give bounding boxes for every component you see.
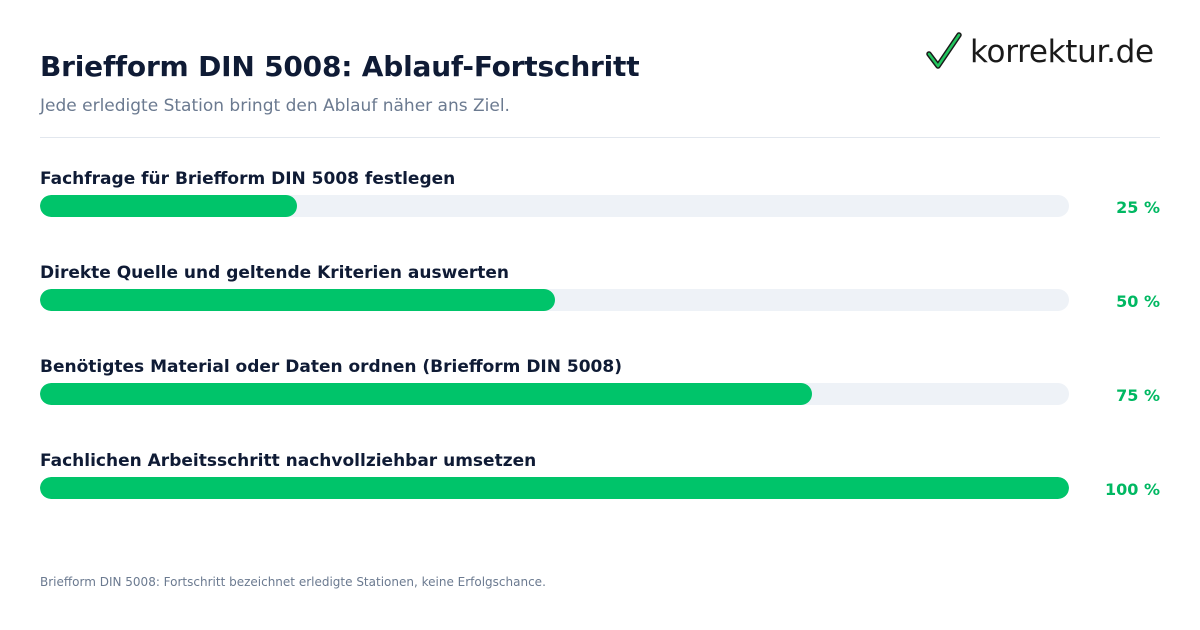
page-title: Briefform DIN 5008: Ablauf-Fortschritt [40,50,640,83]
progress-bar [40,383,812,405]
progress-label: Benötigtes Material oder Daten ordnen (B… [40,357,622,377]
progress-label: Direkte Quelle und geltende Kriterien au… [40,263,509,283]
progress-value-label: 75 % [1116,386,1160,405]
progress-row: Fachfrage für Briefform DIN 5008 festleg… [40,169,1160,229]
progress-track [40,195,1069,217]
progress-track [40,289,1069,311]
header-divider [40,137,1160,138]
progress-bar [40,289,555,311]
progress-track [40,383,1069,405]
progress-bar [40,477,1069,499]
page-subtitle: Jede erledigte Station bringt den Ablauf… [40,96,510,116]
progress-value-label: 50 % [1116,292,1160,311]
checkmark-icon [926,32,962,69]
progress-value-label: 25 % [1116,198,1160,217]
brand-logo[interactable]: korrektur.de [926,30,1154,74]
progress-bar [40,195,298,217]
brand-logo-text: korrektur.de [970,34,1154,70]
progress-row: Benötigtes Material oder Daten ordnen (B… [40,357,1160,417]
progress-label: Fachfrage für Briefform DIN 5008 festleg… [40,169,456,189]
progress-track [40,477,1069,499]
progress-value-label: 100 % [1105,480,1160,499]
progress-label: Fachlichen Arbeitsschritt nachvollziehba… [40,451,537,471]
footnote: Briefform DIN 5008: Fortschritt bezeichn… [40,575,546,589]
progress-row: Fachlichen Arbeitsschritt nachvollziehba… [40,451,1160,511]
progress-row: Direkte Quelle und geltende Kriterien au… [40,263,1160,323]
